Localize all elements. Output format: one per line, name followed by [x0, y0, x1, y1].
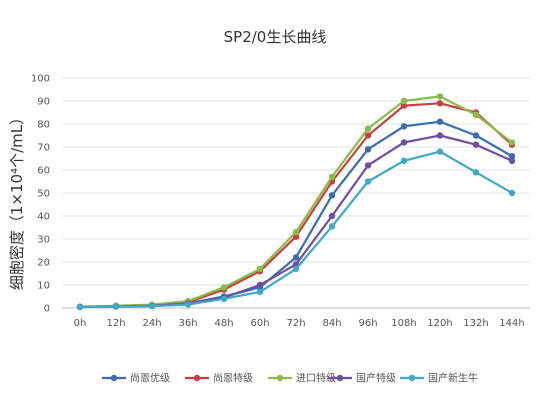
legend-label: 国产新生牛 — [428, 372, 478, 385]
data-point — [364, 178, 372, 185]
chart-title: SP2/0生长曲线 — [224, 28, 327, 46]
data-point — [328, 212, 336, 220]
data-point — [400, 157, 408, 164]
series-lines — [76, 93, 516, 311]
x-tick-label: 24h — [142, 318, 161, 329]
data-point — [184, 301, 192, 308]
y-tick-label: 30 — [37, 235, 50, 246]
data-point — [364, 125, 372, 132]
data-point — [436, 118, 444, 125]
data-point — [400, 139, 408, 146]
x-tick-label: 0h — [74, 318, 87, 329]
data-point — [400, 102, 408, 109]
x-tick-label: 84h — [322, 318, 341, 329]
data-point — [472, 169, 480, 176]
data-point — [472, 132, 480, 139]
legend-label: 尚恩特级 — [213, 372, 253, 385]
y-tick-label: 70 — [37, 143, 50, 154]
data-point — [220, 284, 228, 291]
series — [76, 132, 516, 311]
y-tick-label: 10 — [37, 281, 50, 292]
x-tick-label: 36h — [178, 318, 197, 329]
data-point — [436, 132, 444, 139]
legend-item: 进口特级 — [268, 373, 336, 385]
y-tick-label: 60 — [37, 166, 50, 177]
data-point — [436, 148, 444, 155]
legend-swatch-marker — [276, 374, 284, 382]
data-point — [400, 123, 408, 130]
data-point — [256, 265, 264, 273]
y-tick-label: 100 — [31, 74, 50, 85]
legend-swatch-marker — [336, 374, 344, 382]
y-tick-label: 20 — [37, 258, 50, 269]
data-point — [364, 132, 372, 139]
data-point — [508, 189, 516, 197]
data-point — [436, 100, 444, 107]
y-tick-label: 80 — [37, 120, 50, 131]
y-axis-title: 细胞密度（1×10⁴个/mL） — [8, 110, 26, 290]
x-tick-label: 96h — [358, 318, 377, 329]
data-point — [328, 223, 336, 230]
data-point — [112, 303, 120, 310]
data-point — [508, 139, 516, 146]
data-point — [148, 302, 156, 310]
data-point — [256, 281, 264, 289]
data-point — [220, 295, 228, 302]
x-tick-label: 144h — [499, 318, 524, 329]
y-tick-label: 50 — [37, 189, 50, 200]
y-tick-label: 0 — [44, 304, 50, 315]
series-line — [79, 120, 513, 308]
data-point — [292, 254, 300, 261]
data-point — [508, 157, 516, 164]
grid — [62, 77, 530, 309]
x-tick-label: 48h — [214, 318, 233, 329]
x-tick-label: 108h — [391, 318, 416, 329]
legend-swatch-marker — [193, 374, 201, 382]
data-point — [508, 153, 516, 160]
series-line — [79, 102, 513, 308]
x-tick-label: 60h — [250, 318, 269, 329]
data-point — [436, 93, 444, 100]
data-point — [400, 97, 408, 105]
legend-label: 进口特级 — [296, 373, 336, 385]
x-tick-label: 120h — [427, 318, 452, 329]
legend-swatch-marker — [110, 374, 118, 382]
y-tick-label: 90 — [37, 97, 50, 108]
x-axis-ticks: 0h 12h 24h 36h 48h 60h 72h 84h 96h 108h 120h 132h 14… — [74, 318, 525, 329]
y-tick-label: 40 — [37, 212, 50, 223]
series-line — [79, 95, 513, 308]
x-tick-label: 12h — [106, 318, 125, 329]
x-tick-label: 132h — [463, 318, 488, 329]
series — [76, 100, 516, 311]
y-axis-ticks: 0 10 20 30 40 50 60 70 80 90 100 — [31, 74, 50, 315]
data-point — [472, 111, 480, 119]
legend-item: 国产特级 — [328, 372, 396, 385]
x-tick-label: 72h — [286, 318, 305, 329]
legend-swatch-marker — [408, 374, 416, 382]
series — [76, 148, 516, 311]
legend-item: 国产新生牛 — [400, 372, 478, 385]
data-point — [292, 228, 300, 236]
legend-item: 尚恩优级 — [102, 372, 170, 385]
legend-label: 国产特级 — [356, 372, 396, 385]
data-point — [364, 146, 372, 153]
data-point — [328, 173, 336, 181]
data-point — [472, 141, 480, 148]
data-point — [328, 192, 336, 199]
legend-item: 尚恩特级 — [185, 372, 253, 385]
legend: 尚恩优级 尚恩特级 进口特级 国产特级 国产新生牛 — [102, 372, 478, 385]
series-line — [79, 134, 513, 308]
data-point — [256, 288, 264, 296]
data-point — [76, 303, 84, 311]
data-point — [364, 162, 372, 169]
data-point — [292, 265, 300, 273]
legend-label: 尚恩优级 — [130, 372, 170, 385]
